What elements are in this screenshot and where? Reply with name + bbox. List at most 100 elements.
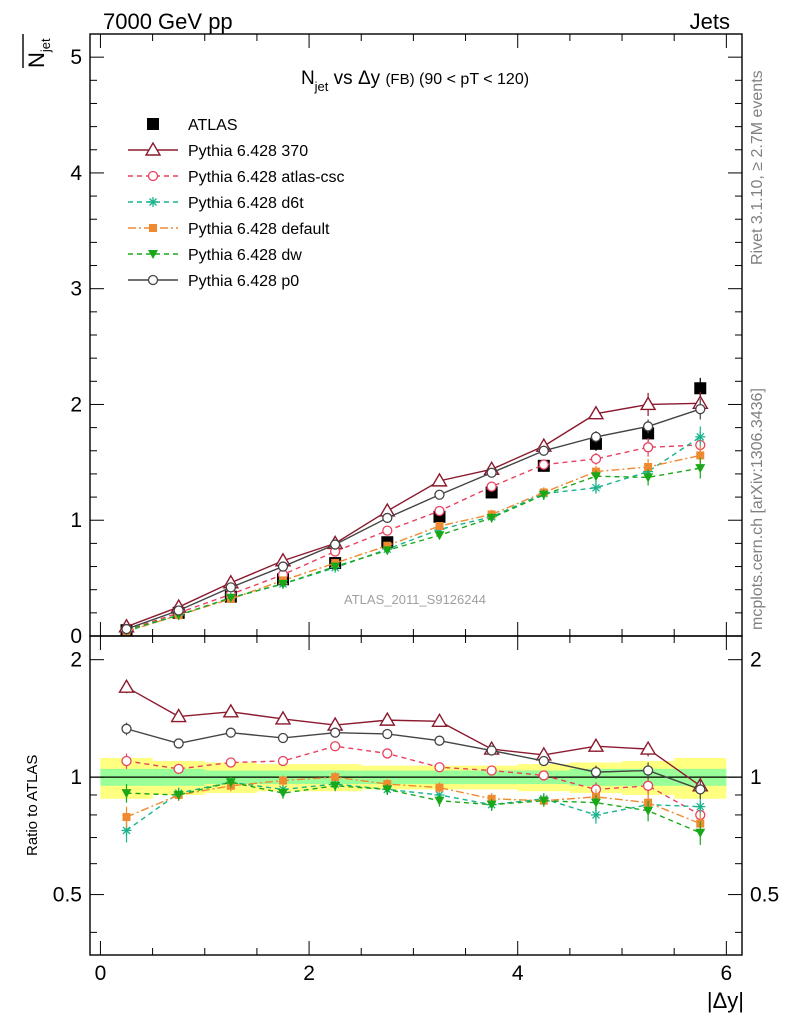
ratio-point-pythia-6-428-default <box>435 783 444 792</box>
legend-label: Pythia 6.428 atlas-csc <box>188 169 345 186</box>
main-point-pythia-6-428-370 <box>431 472 448 487</box>
main-point-pythia-6-428-default <box>435 522 444 531</box>
ratio-line-pythia-6-428-default <box>126 776 701 825</box>
ratio-point-pythia-6-428-atlas-csc <box>277 755 289 767</box>
legend-marker <box>144 141 162 156</box>
ratio-point-pythia-6-428-d6t <box>590 809 601 820</box>
ratio-point-pythia-6-428-370 <box>431 712 448 728</box>
ratio-point-pythia-6-428-p0 <box>538 755 549 767</box>
ratio-point-pythia-6-428-dw <box>225 778 236 788</box>
legend-label: Pythia 6.428 p0 <box>188 273 299 290</box>
ratio-point-pythia-6-428-p0 <box>121 723 132 734</box>
ratio-point-pythia-6-428-dw <box>695 828 706 838</box>
main-ytick-label: 4 <box>70 162 82 185</box>
ratio-y-axis-label: Ratio to ATLAS <box>24 755 41 856</box>
main-title-sub: jet <box>314 79 329 94</box>
main-point-pythia-6-428-default <box>696 451 705 460</box>
main-point-pythia-6-428-p0 <box>330 539 341 550</box>
legend-marker <box>147 274 159 286</box>
main-point-pythia-6-428-dw <box>277 579 288 589</box>
ratio-point-pythia-6-428-atlas-csc <box>486 765 497 776</box>
ratio-point-pythia-6-428-atlas-csc <box>225 757 236 768</box>
main-point-pythia-6-428-dw <box>225 593 236 603</box>
ratio-series-pythia-6-428-p0 <box>121 722 706 799</box>
main-point-pythia-6-428-d6t <box>695 431 706 442</box>
ratio-line-pythia-6-428-p0 <box>126 728 701 791</box>
ratio-point-pythia-6-428-p0 <box>486 745 497 756</box>
ratio-point-pythia-6-428-atlas-csc <box>173 763 184 775</box>
ratio-x-axis-label: |Δy| <box>707 988 744 1013</box>
main-point-pythia-6-428-p0 <box>642 421 654 432</box>
ratio-point-pythia-6-428-dw <box>486 800 497 810</box>
ratio-point-pythia-6-428-atlas-csc <box>538 770 549 781</box>
main-point-pythia-6-428-default <box>644 462 653 471</box>
legend: ATLAS Pythia 6.428 370 Pythia 6.428 atlas-… <box>128 117 345 290</box>
ratio-frame <box>89 635 743 956</box>
ratio-point-pythia-6-428-dw <box>382 785 393 795</box>
ratio-point-pythia-6-428-dw <box>330 781 341 791</box>
main-point-pythia-6-428-dw <box>330 562 341 572</box>
main-point-pythia-6-428-atlas-csc <box>486 481 497 492</box>
ratio-xtick-label: 4 <box>512 962 524 985</box>
main-point-pythia-6-428-p0 <box>590 431 602 443</box>
ratio-ytick-label-right: 0.5 <box>750 884 779 907</box>
main-ytick-label: 3 <box>70 278 82 301</box>
main-point-pythia-6-428-370 <box>639 396 657 411</box>
main-title-tail: (90 < pT < 120) <box>415 71 529 88</box>
svg-text:Njet: Njet <box>24 38 53 68</box>
ratio-point-pythia-6-428-default <box>331 773 340 782</box>
ratio-point-pythia-6-428-atlas-csc <box>330 741 341 752</box>
legend-marker <box>147 118 159 130</box>
ratio-xtick-label: 0 <box>95 962 107 985</box>
main-point-pythia-6-428-atlas-csc <box>538 459 549 470</box>
ratio-point-pythia-6-428-p0 <box>277 732 289 744</box>
legend-item-pythia-6-428-dw: Pythia 6.428 dw <box>128 247 302 264</box>
main-title: Njet vs Δy (FB) (90 < pT < 120) <box>301 68 529 94</box>
main-point-pythia-6-428-dw <box>486 513 497 523</box>
watermark-label: ATLAS_2011_S9126244 <box>344 592 486 607</box>
main-point-pythia-6-428-p0 <box>695 403 706 415</box>
main-point-pythia-6-428-dw <box>590 472 601 482</box>
ratio-point-pythia-6-428-370 <box>170 708 187 723</box>
main-point-pythia-6-428-p0 <box>173 605 184 616</box>
ratio-point-pythia-6-428-370 <box>222 703 240 718</box>
ratio-xtick-label: 6 <box>721 962 733 985</box>
main-line-pythia-6-428-atlas-csc <box>126 444 701 631</box>
main-point-pythia-6-428-dw <box>643 473 654 483</box>
ratio-point-pythia-6-428-dw <box>173 790 184 800</box>
legend-label: Pythia 6.428 d6t <box>188 195 304 212</box>
ratio-point-pythia-6-428-p0 <box>382 728 393 740</box>
main-point-pythia-6-428-370 <box>587 405 605 420</box>
ratio-point-pythia-6-428-dw <box>643 806 654 816</box>
legend-item-pythia-6-428-370: Pythia 6.428 370 <box>128 141 308 160</box>
main-point-pythia-6-428-p0 <box>538 445 549 456</box>
ratio-point-pythia-6-428-p0 <box>173 738 184 749</box>
ratio-point-pythia-6-428-d6t <box>695 801 706 812</box>
legend-marker <box>148 250 158 259</box>
main-point-pythia-6-428-p0 <box>486 467 497 478</box>
main-point-pythia-6-428-atlas-csc <box>434 505 445 517</box>
main-series-pythia-6-428-p0 <box>121 398 706 635</box>
ratio-point-pythia-6-428-p0 <box>434 735 445 746</box>
ylabel-n: N <box>24 52 49 68</box>
legend-item-pythia-6-428-p0: Pythia 6.428 p0 <box>128 273 299 290</box>
legend-item-pythia-6-428-d6t: Pythia 6.428 d6t <box>128 195 304 212</box>
ratio-point-pythia-6-428-atlas-csc <box>121 755 132 767</box>
legend-label: Pythia 6.428 default <box>188 221 330 238</box>
main-point-pythia-6-428-p0 <box>277 561 289 572</box>
ratio-xtick-label: 2 <box>303 962 315 985</box>
main-point-pythia-6-428-p0 <box>382 512 393 524</box>
main-panel: 0 1 2 3 4 5 ATLAS_2011_S9126244 Njet vs Δy (F… <box>22 33 743 648</box>
main-y-axis-label: Njet <box>22 34 53 68</box>
legend-label: Pythia 6.428 dw <box>188 247 302 264</box>
main-point-pythia-6-428-p0 <box>121 623 132 635</box>
ratio-line-pythia-6-428-dw <box>126 781 701 834</box>
ratio-point-pythia-6-428-p0 <box>695 784 706 795</box>
legend-label: ATLAS <box>188 117 238 134</box>
ratio-point-pythia-6-428-p0 <box>225 727 236 738</box>
main-point-pythia-6-428-default <box>383 541 392 550</box>
ratio-point-pythia-6-428-dw <box>277 789 288 799</box>
ratio-point-pythia-6-428-default <box>122 813 131 822</box>
ratio-point-pythia-6-428-370 <box>587 737 605 752</box>
